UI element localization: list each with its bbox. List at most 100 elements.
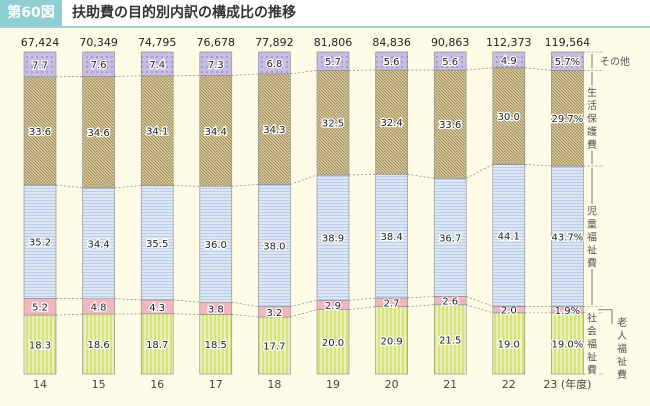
data-label: 7.4 (149, 60, 165, 71)
total-label: 90,863 (431, 36, 470, 49)
connector-line (114, 298, 142, 301)
data-label: 5.2 (32, 303, 48, 314)
total-label: 74,795 (138, 36, 177, 49)
bar-segment (316, 174, 350, 301)
connector-line (348, 297, 376, 301)
figure-label: 第60図 (0, 0, 62, 26)
data-label: 17.7 (263, 342, 285, 353)
pointer-line (598, 309, 613, 324)
bar-segment (199, 75, 233, 187)
series-label: 老 (617, 316, 627, 329)
bar-segment (199, 51, 233, 76)
data-label: 18.5 (205, 340, 227, 351)
data-label: 18.6 (87, 340, 109, 351)
total-label: 77,892 (255, 36, 294, 49)
connector-line (524, 67, 552, 71)
data-label: 34.6 (87, 128, 109, 139)
bar-segment (258, 73, 291, 185)
connector-line (524, 164, 552, 167)
bar-segment (82, 313, 115, 375)
x-tick-label: 19 (326, 378, 340, 391)
header: 第60図 扶助費の目的別内訳の構成比の推移 (0, 0, 650, 28)
data-label: 29.7% (552, 114, 584, 125)
bar-segment (23, 51, 57, 78)
bar-segment (375, 174, 408, 299)
series-label: 祉 (617, 356, 627, 368)
data-label: 34.4 (87, 239, 109, 250)
connector-line (290, 174, 318, 185)
connector-line (466, 67, 493, 71)
data-label: 2.7 (384, 298, 400, 309)
bar-segment (492, 164, 526, 307)
data-label: 19.0 (498, 339, 520, 350)
connector-line (231, 301, 259, 308)
bar-segment (199, 185, 233, 303)
series-label: 社 (587, 311, 597, 324)
chart-title: 扶助費の目的別内訳の構成比の推移 (72, 5, 296, 21)
connector-line (55, 313, 83, 316)
series-label: 費 (617, 368, 627, 381)
data-label: 33.6 (29, 127, 51, 138)
series-label: 祉 (587, 351, 597, 363)
bar-segment (433, 51, 467, 71)
bar-segment (433, 69, 467, 179)
x-tick-label: 15 (92, 378, 106, 391)
total-label: 76,678 (197, 36, 236, 49)
data-label: 18.7 (146, 340, 168, 351)
total-label: 81,806 (314, 36, 353, 49)
bar-segment (433, 304, 467, 375)
data-label: 5.7 (325, 57, 341, 68)
data-label: 5.7% (555, 57, 580, 68)
series-label: 護 (587, 125, 597, 138)
x-tick-label: 18 (267, 378, 281, 391)
series-label: 費 (587, 363, 597, 376)
series-label: 童 (587, 217, 597, 230)
bar-segment (23, 76, 57, 186)
connector-line (290, 70, 318, 75)
series-label: 福 (587, 337, 597, 350)
bar-segment (140, 185, 174, 301)
total-label: 119,564 (545, 36, 591, 49)
data-label: 38.4 (380, 232, 402, 243)
data-label: 43.7% (552, 232, 584, 243)
bar-segment (82, 51, 115, 77)
connector-line (348, 306, 376, 310)
data-label: 35.2 (29, 238, 51, 249)
data-label: 5.6 (442, 57, 458, 68)
x-tick-label: 22 (502, 378, 516, 391)
data-label: 19.0% (552, 339, 584, 350)
total-label: 67,424 (21, 36, 60, 49)
data-label: 7.7 (32, 60, 48, 71)
bar-segment (375, 306, 408, 375)
data-label: 34.4 (205, 127, 227, 138)
bar-segment (492, 51, 526, 69)
data-label: 6.8 (266, 59, 282, 70)
connector-line (231, 73, 259, 76)
connector-line (466, 296, 493, 307)
series-label: 福 (617, 342, 627, 355)
data-label: 4.3 (149, 303, 165, 314)
bar-segment (82, 76, 115, 189)
series-label: 児 (587, 205, 597, 217)
series-label: 会 (587, 324, 597, 337)
connector-line (55, 184, 83, 189)
data-label: 32.4 (380, 118, 402, 129)
connector-line (231, 314, 259, 318)
data-label: 3.8 (208, 304, 224, 315)
series-label: 人 (617, 330, 627, 342)
data-label: 35.5 (146, 239, 168, 250)
data-label: 2.9 (325, 301, 341, 312)
bar-segment (23, 184, 57, 299)
connector-line (290, 299, 318, 308)
connector-line (407, 174, 435, 179)
data-label: 1.9% (555, 306, 580, 317)
data-label: 33.6 (439, 120, 461, 131)
data-label: 38.0 (263, 242, 285, 253)
bar-segment (140, 51, 174, 77)
connector-line (114, 185, 142, 189)
bar-segment (199, 314, 233, 375)
data-label: 20.0 (322, 338, 344, 349)
series-label: 福 (587, 230, 597, 243)
connector-line (173, 299, 200, 303)
bar-segment (551, 312, 584, 375)
